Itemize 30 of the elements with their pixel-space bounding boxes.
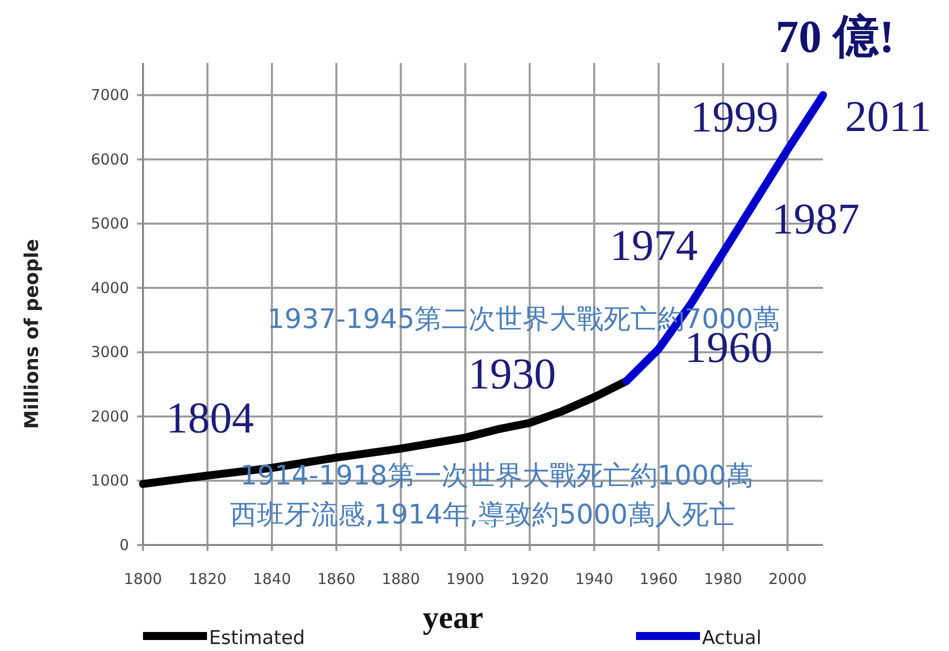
x-axis-title: year: [422, 599, 484, 635]
y-tick-label: 6000: [90, 150, 129, 168]
y-tick-label: 3000: [90, 343, 129, 362]
annotation: 1999: [690, 92, 778, 142]
chart-title: 70 億!: [776, 11, 894, 62]
y-tick-label: 4000: [90, 278, 129, 297]
x-tick-label: 1800: [124, 570, 162, 588]
y-tick-label: 0: [119, 536, 129, 554]
x-tick-label: 1960: [640, 570, 678, 588]
x-tick-label: 1820: [188, 570, 227, 588]
annotation: 1974: [610, 220, 698, 270]
y-tick-label: 7000: [90, 86, 129, 104]
x-tick-label: 1920: [510, 570, 549, 588]
x-tick-label: 1980: [704, 570, 742, 588]
annotation: 1930: [468, 349, 556, 398]
y-axis-title: Millions of people: [21, 239, 43, 429]
x-tick-label: 1860: [317, 570, 356, 588]
x-tick-label: 1940: [575, 570, 614, 588]
annotation: 1987: [772, 194, 860, 244]
x-tick-label: 1900: [446, 570, 484, 588]
legend-label: Actual: [702, 627, 762, 649]
y-tick-label: 5000: [90, 214, 129, 233]
y-tick-label: 1000: [90, 472, 129, 490]
annotation: 1804: [166, 394, 254, 443]
x-tick-label: 1840: [252, 570, 292, 588]
x-tick-label: 1880: [382, 570, 420, 588]
legend-label: Estimated: [209, 627, 305, 649]
annotation: 2011: [845, 92, 932, 142]
x-tick-label: 2000: [768, 570, 807, 588]
y-tick-label: 2000: [90, 407, 129, 426]
